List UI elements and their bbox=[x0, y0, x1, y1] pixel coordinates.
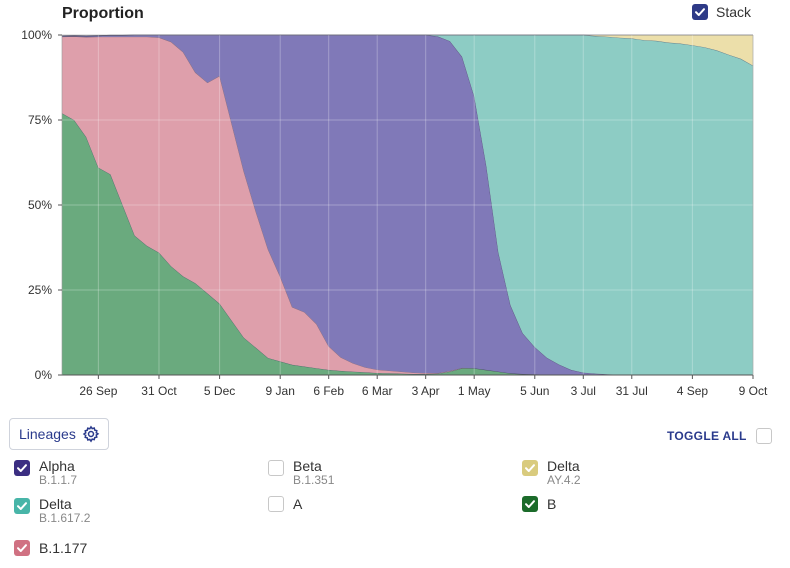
x-tick-label: 1 May bbox=[458, 384, 491, 398]
x-tick-label: 6 Feb bbox=[313, 384, 344, 398]
stack-label: Stack bbox=[716, 4, 752, 20]
proportion-chart: 26 Sep 31 Oct 5 Dec 9 Jan 6 Feb 6 Mar 3 Apr 1 M… bbox=[21, 28, 768, 398]
y-tick-label: 0% bbox=[35, 368, 53, 382]
y-tick-label: 50% bbox=[28, 198, 52, 212]
lineage-name: Delta bbox=[547, 458, 580, 474]
toggle-all[interactable]: TOGGLE ALL bbox=[667, 428, 772, 444]
x-tick-label: 3 Jul bbox=[571, 384, 596, 398]
lineage-sublabel: B.1.1.7 bbox=[39, 473, 78, 487]
x-tick-label: 5 Dec bbox=[204, 384, 235, 398]
x-tick-label: 31 Jul bbox=[616, 384, 648, 398]
lineage-checkbox[interactable] bbox=[14, 540, 30, 556]
chart-title: Proportion bbox=[62, 5, 144, 22]
y-tick-label: 100% bbox=[21, 28, 52, 42]
stack-toggle[interactable]: Stack bbox=[692, 4, 751, 20]
lineages-button[interactable]: Lineages bbox=[9, 418, 109, 450]
lineage-item-delta-b-1-617-2[interactable]: Delta B.1.617.2 bbox=[14, 496, 90, 525]
lineage-name: B.1.177 bbox=[39, 540, 88, 556]
x-tick-label: 5 Jun bbox=[520, 384, 549, 398]
check-icon bbox=[525, 500, 535, 508]
lineage-checkbox[interactable] bbox=[268, 496, 284, 512]
lineage-item-b-1-177[interactable]: B.1.177 bbox=[14, 540, 87, 556]
x-tick-label: 31 Oct bbox=[141, 384, 177, 398]
toggle-all-label: TOGGLE ALL bbox=[667, 429, 747, 443]
lineage-checkbox[interactable] bbox=[522, 460, 538, 476]
lineage-text: Delta B.1.617.2 bbox=[39, 496, 90, 525]
area-b-1-177 bbox=[62, 36, 753, 376]
check-icon bbox=[17, 544, 27, 552]
gear-icon bbox=[82, 425, 100, 443]
lineage-name: Delta bbox=[39, 496, 72, 512]
x-tick-label: 6 Mar bbox=[362, 384, 393, 398]
lineages-button-label: Lineages bbox=[19, 426, 76, 442]
lineage-item-beta-b-1-351[interactable]: Beta B.1.351 bbox=[268, 458, 334, 487]
area-b bbox=[62, 113, 753, 375]
x-tick-label: 9 Oct bbox=[739, 384, 768, 398]
lineage-text: Alpha B.1.1.7 bbox=[39, 458, 77, 487]
lineage-text: B.1.177 bbox=[39, 540, 87, 556]
lineage-checkbox[interactable] bbox=[14, 498, 30, 514]
lineage-name: B bbox=[547, 496, 557, 512]
lineage-checkbox[interactable] bbox=[522, 496, 538, 512]
lineage-checkbox[interactable] bbox=[14, 460, 30, 476]
lineage-text: A bbox=[293, 496, 302, 512]
lineage-checkbox[interactable] bbox=[268, 460, 284, 476]
y-tick-label: 75% bbox=[28, 113, 52, 127]
lineage-text: Delta AY.4.2 bbox=[547, 458, 581, 487]
area-alpha bbox=[62, 35, 753, 375]
x-tick-label: 4 Sep bbox=[677, 384, 709, 398]
lineage-name: Beta bbox=[293, 458, 322, 474]
lineage-name: A bbox=[293, 496, 303, 512]
check-icon bbox=[525, 464, 535, 472]
area-delta-b-1-617-2 bbox=[62, 35, 753, 375]
lineage-item-a[interactable]: A bbox=[268, 496, 302, 512]
lineage-text: B bbox=[547, 496, 556, 512]
lineage-item-alpha-b-1-1-7[interactable]: Alpha B.1.1.7 bbox=[14, 458, 77, 487]
x-tick-label: 9 Jan bbox=[266, 384, 295, 398]
lineage-sublabel: B.1.351 bbox=[293, 473, 335, 487]
lineage-name: Alpha bbox=[39, 458, 75, 474]
x-tick-label: 26 Sep bbox=[79, 384, 117, 398]
x-tick-label: 3 Apr bbox=[412, 384, 440, 398]
check-icon bbox=[17, 502, 27, 510]
y-tick-label: 25% bbox=[28, 283, 52, 297]
stack-checkbox[interactable] bbox=[692, 4, 708, 20]
check-icon bbox=[17, 464, 27, 472]
grid bbox=[62, 35, 754, 375]
toggle-all-checkbox[interactable] bbox=[755, 428, 772, 444]
check-icon bbox=[695, 8, 705, 16]
lineage-sublabel: AY.4.2 bbox=[547, 473, 581, 487]
lineage-item-b[interactable]: B bbox=[522, 496, 556, 512]
lineage-sublabel: B.1.617.2 bbox=[39, 511, 91, 525]
area-delta-ay-4-2 bbox=[62, 35, 753, 66]
lineage-item-delta-ay-4-2[interactable]: Delta AY.4.2 bbox=[522, 458, 581, 487]
lineage-text: Beta B.1.351 bbox=[293, 458, 334, 487]
